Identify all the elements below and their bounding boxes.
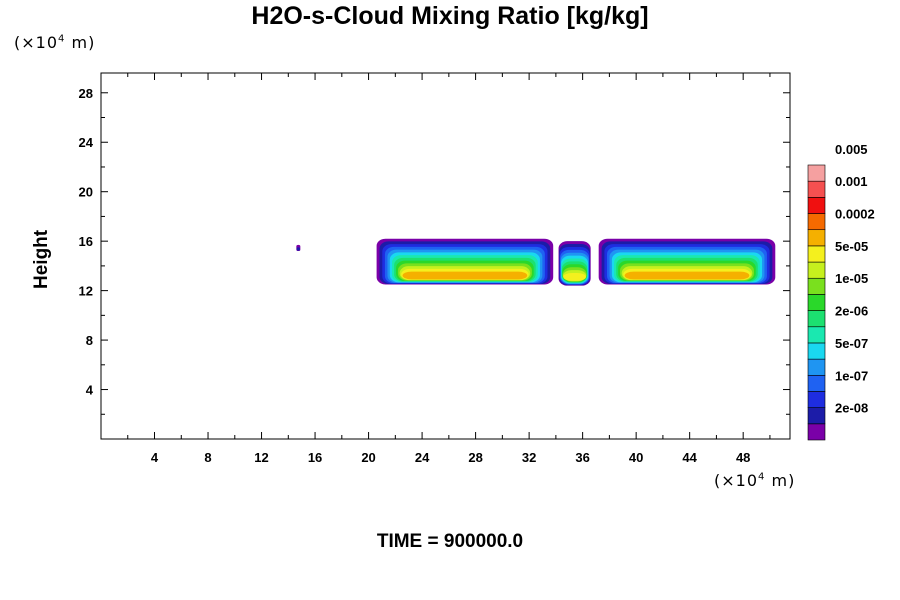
time-label: TIME = 900000.0	[376, 531, 524, 552]
colorbar-swatch	[807, 261, 826, 279]
y-tick-label: 16	[79, 234, 93, 249]
x-tick-label: 16	[308, 450, 322, 465]
x-tick-label: 44	[682, 450, 697, 465]
colorbar-label: 1e-05	[835, 271, 868, 286]
chart-title: H2O-s-Cloud Mixing Ratio [kg/kg]	[251, 2, 649, 30]
colorbar-swatch	[807, 391, 826, 408]
colorbar-label: 2e-08	[835, 401, 868, 416]
colorbar-swatch	[807, 197, 826, 214]
plot-frame	[100, 72, 791, 440]
x-tick-label: 48	[736, 450, 750, 465]
x-tick-label: 40	[629, 450, 643, 465]
y-axis-unit: (×104 m)	[14, 33, 96, 52]
y-tick-label: 24	[79, 135, 94, 150]
colorbar-swatch	[807, 423, 826, 441]
x-tick-label: 20	[361, 450, 375, 465]
colorbar-swatch	[807, 407, 826, 425]
y-axis: 4 8 12 16 20 24 28	[79, 86, 790, 415]
x-tick-label: 24	[415, 450, 430, 465]
y-tick-label: 20	[79, 185, 93, 200]
colorbar-swatch	[807, 213, 826, 231]
x-tick-label: 8	[204, 450, 211, 465]
y-tick-label: 28	[79, 86, 93, 101]
y-tick-label: 8	[86, 333, 93, 348]
x-tick-label: 36	[575, 450, 589, 465]
colorbar-swatch	[807, 180, 826, 198]
colorbar-swatch	[807, 374, 826, 392]
x-tick-label: 4	[151, 450, 159, 465]
x-tick-label: 12	[254, 450, 268, 465]
colorbar-label: 0.005	[835, 142, 868, 157]
x-tick-label: 28	[468, 450, 482, 465]
x-axis-unit: (×104 m)	[714, 471, 796, 490]
colorbar-swatch	[807, 229, 826, 247]
colorbar-swatch	[807, 342, 826, 360]
cloud-contour-middle-column	[563, 272, 586, 281]
cloud-contour-main-cloud-left	[402, 271, 528, 280]
colorbar-swatch	[807, 326, 826, 344]
colorbar-swatch	[807, 358, 826, 376]
colorbar-label: 5e-07	[835, 336, 868, 351]
colorbar-label: 0.001	[835, 174, 868, 189]
colorbar-swatch	[807, 310, 826, 328]
x-axis: 4 8 12 16 20 24 28 32 36 40 44 48	[127, 73, 771, 465]
colorbar-label: 1e-07	[835, 368, 868, 383]
colorbar: 2e-08 1e-07 5e-07 2e-06 1e-05 5e-05 0.0002 0.00…	[807, 142, 875, 441]
x-tick-label: 32	[522, 450, 536, 465]
colorbar-label: 0.0002	[835, 207, 875, 222]
colorbar-swatch	[807, 294, 826, 311]
cloud-field	[296, 238, 776, 286]
cloud-contour-main-cloud-right	[624, 271, 750, 280]
colorbar-swatch	[807, 277, 826, 295]
colorbar-swatch	[807, 164, 826, 182]
colorbar-label: 5e-05	[835, 239, 868, 254]
colorbar-label: 2e-06	[835, 304, 868, 319]
cloud-contour-isolated-speck	[296, 247, 300, 251]
y-tick-label: 12	[79, 284, 93, 299]
colorbar-swatch	[807, 245, 826, 263]
y-tick-label: 4	[86, 383, 94, 398]
